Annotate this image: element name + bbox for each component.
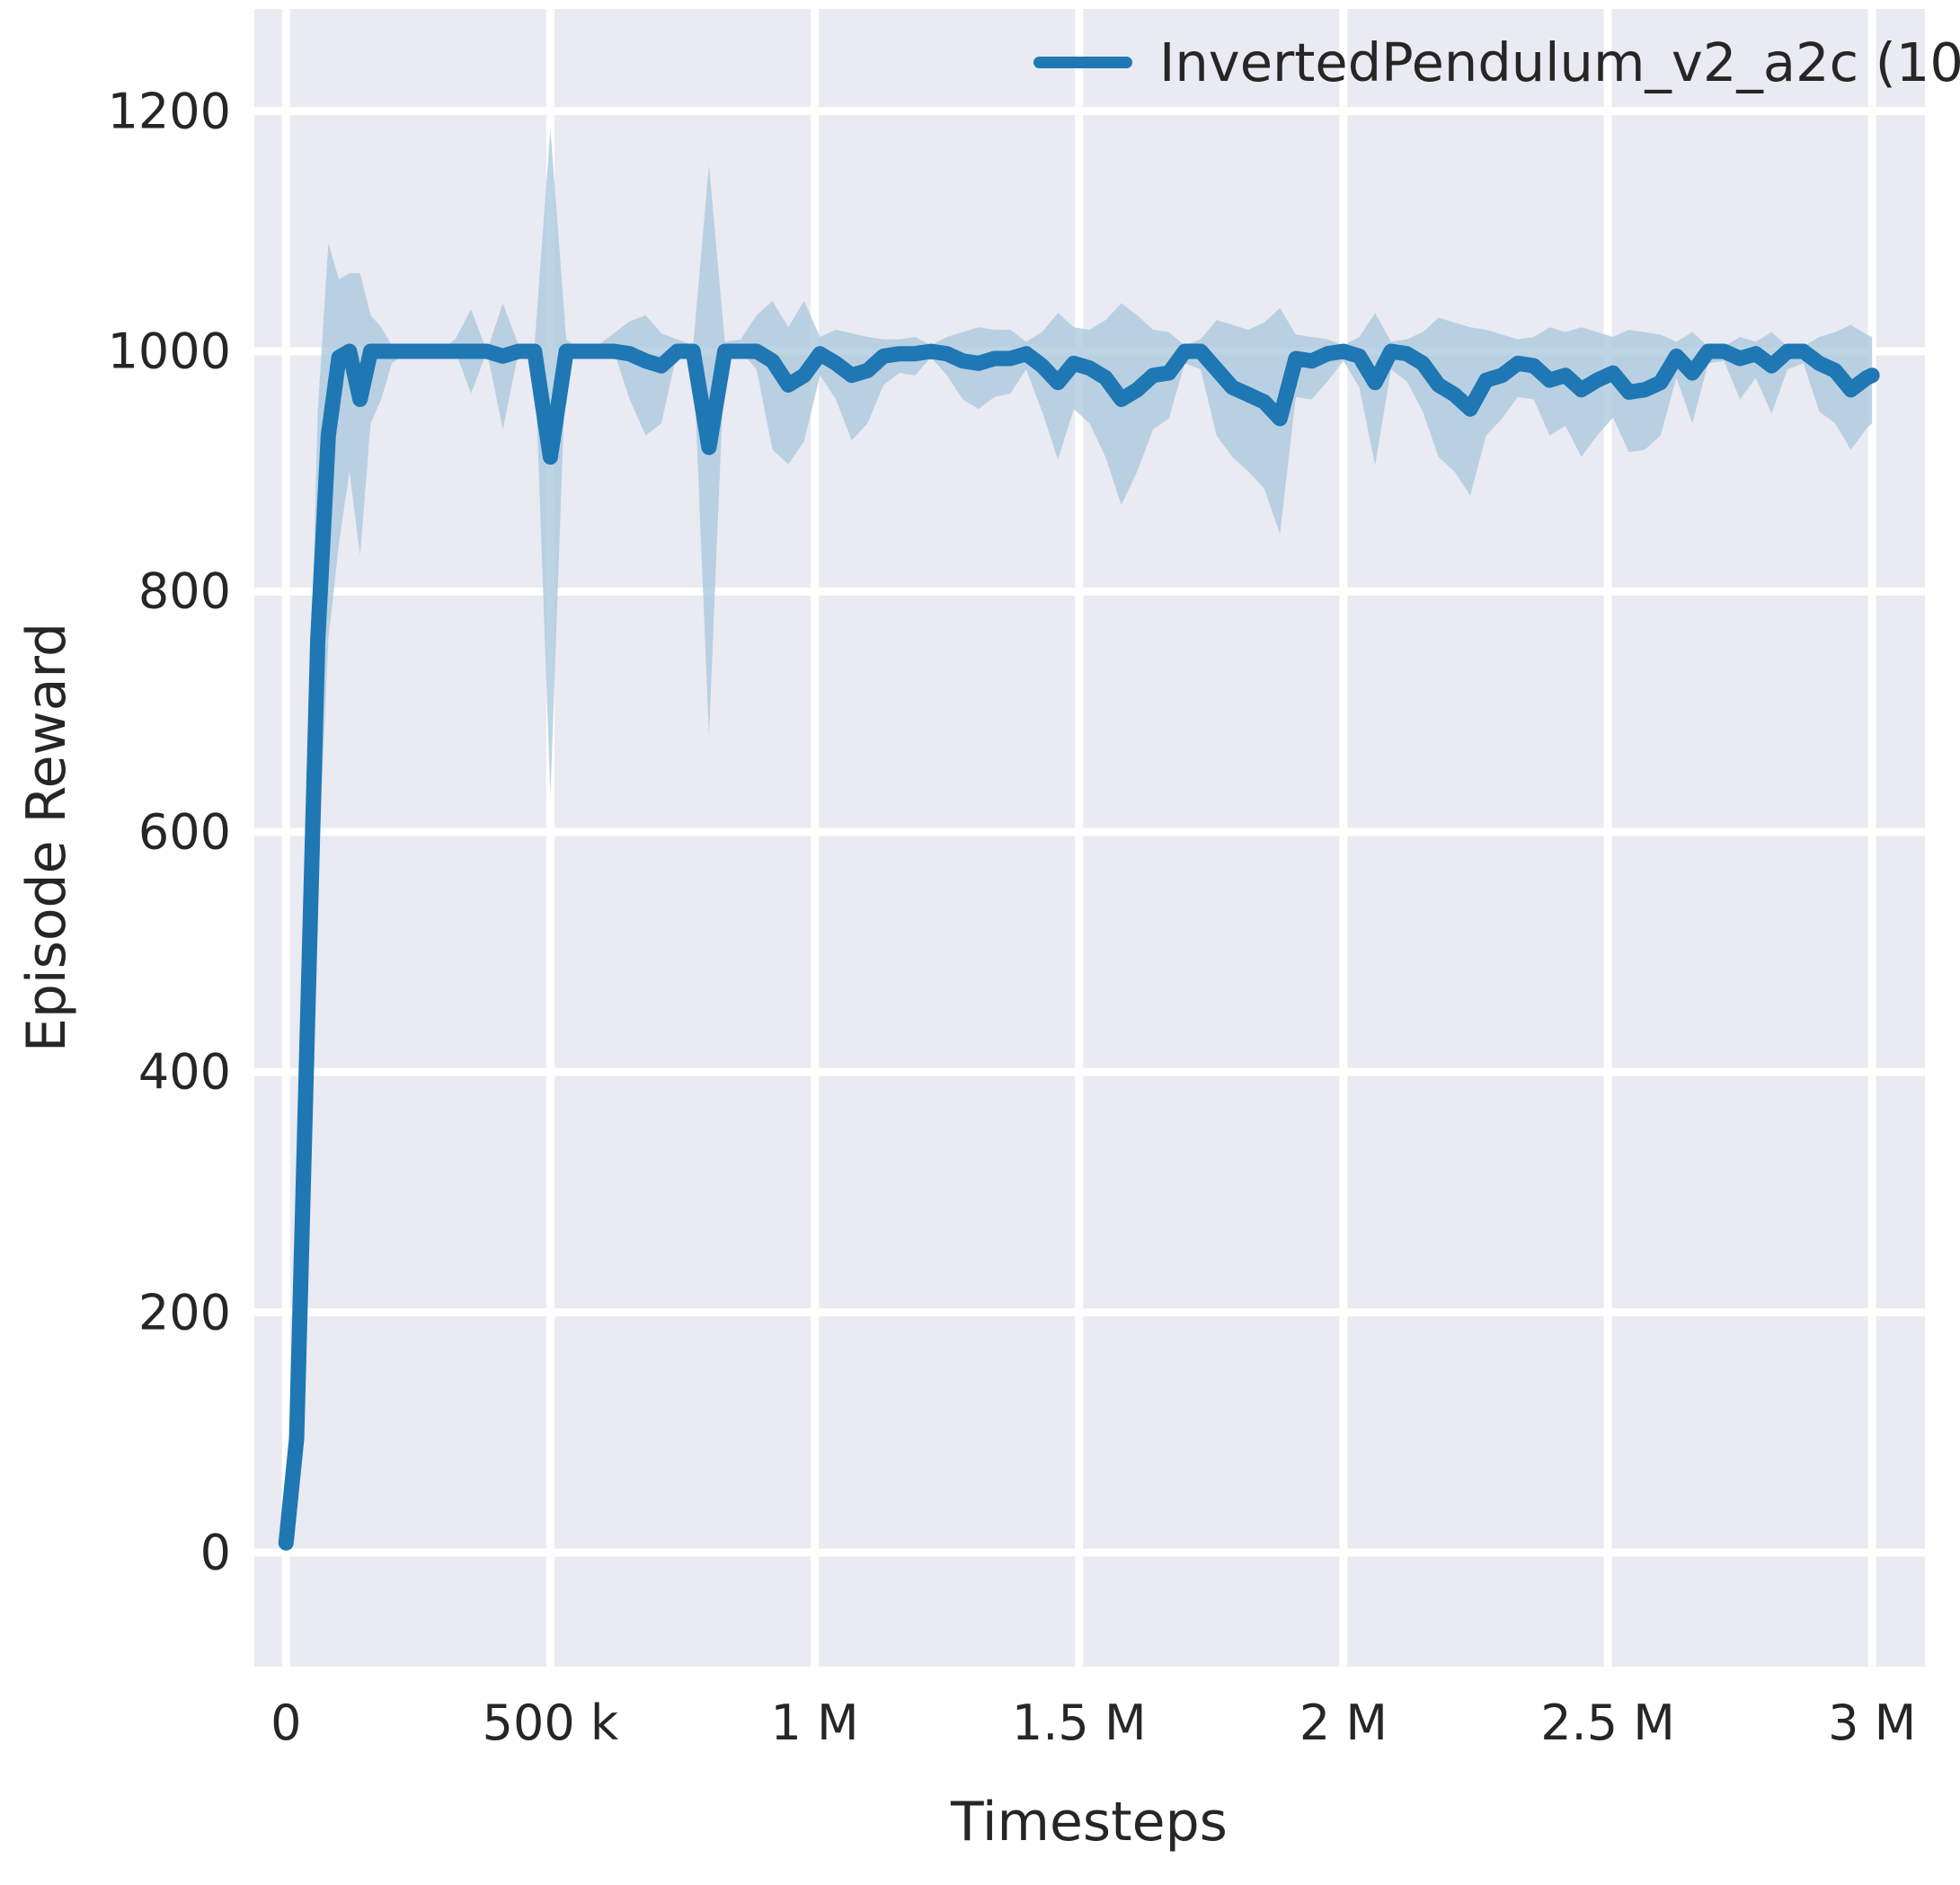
series-line [278,343,1880,1551]
gridlines [254,9,1925,1667]
x-tick-label: 1.5 M [1011,1695,1147,1751]
y-tick-label: 200 [137,1284,231,1341]
x-tick-label: 3 M [1828,1695,1917,1751]
y-tick-label: 400 [137,1043,231,1101]
y-tick-label: 800 [137,562,231,620]
legend-color-swatch [1033,57,1132,68]
legend-label: InvertedPendulum_v2_a2c (10) [1159,31,1960,93]
y-tick-label: 600 [137,803,231,861]
plot-area [254,9,1925,1667]
x-tick-label: 2 M [1299,1695,1388,1751]
confidence-band [286,128,1873,1551]
y-tick-label: 1000 [107,323,231,380]
x-tick-label: 1 M [770,1695,859,1751]
x-tick-label: 500 k [482,1695,619,1751]
x-tick-label: 2.5 M [1540,1695,1675,1751]
x-tick-label: 0 [270,1695,302,1751]
x-axis-title: Timesteps [951,1791,1228,1854]
plot-canvas [254,9,1925,1667]
y-tick-label: 1200 [107,83,231,140]
y-tick-label: 0 [200,1524,231,1581]
chart-legend[interactable]: InvertedPendulum_v2_a2c (10) [1033,36,1960,89]
